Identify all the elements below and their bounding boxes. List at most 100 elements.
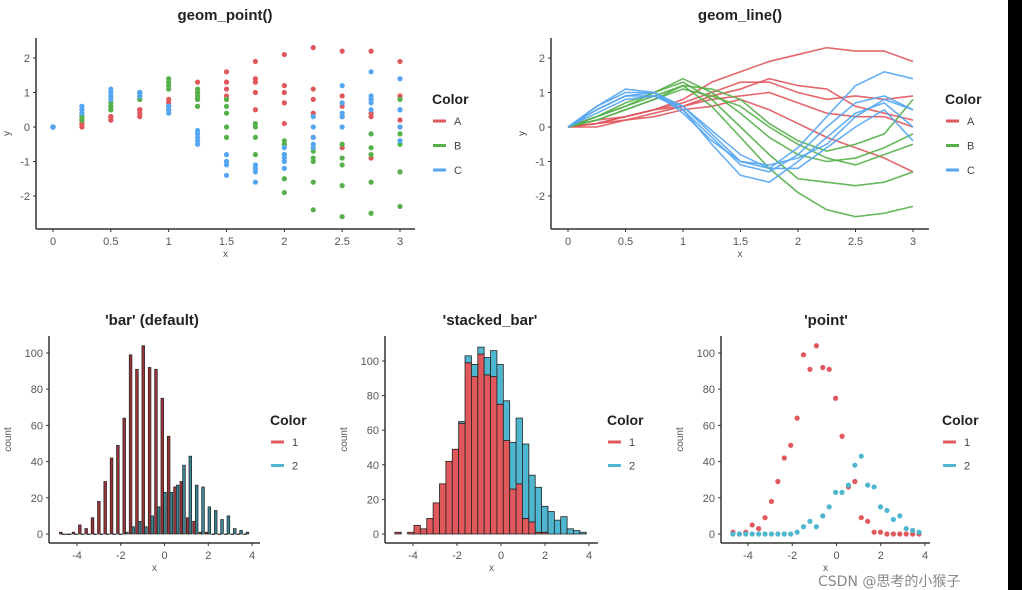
bar-2 <box>534 486 542 533</box>
point-1 <box>858 515 864 521</box>
bar-2 <box>579 531 587 535</box>
point-A <box>339 93 345 99</box>
bar-1 <box>502 440 511 535</box>
point-A <box>79 124 85 130</box>
legend-label-A: A <box>967 116 975 128</box>
point-2 <box>743 531 749 537</box>
x-tick-label: 0 <box>161 550 167 562</box>
point-C <box>339 114 345 120</box>
point-C <box>252 165 259 171</box>
bar-1 <box>509 488 517 535</box>
point-2 <box>807 518 813 524</box>
bar-1 <box>205 531 209 535</box>
point-C <box>368 96 374 102</box>
y-tick-label: -2 <box>535 191 545 203</box>
y-tick-label: 2 <box>24 53 30 65</box>
point-B <box>397 96 403 102</box>
point-B <box>339 141 345 147</box>
bar-2 <box>74 533 78 535</box>
point-C <box>137 93 143 99</box>
bar-1 <box>217 533 222 535</box>
bar-2 <box>239 530 243 535</box>
point-C <box>339 83 345 89</box>
point-B <box>252 152 259 158</box>
bar-2 <box>464 355 472 364</box>
bar-2 <box>131 526 135 535</box>
bar-2 <box>182 464 186 535</box>
bar-2 <box>490 350 498 377</box>
bar-2 <box>553 519 562 535</box>
bar-2 <box>471 364 479 377</box>
x-tick-label: 2 <box>878 550 884 562</box>
point-1 <box>762 515 768 521</box>
point-B <box>223 134 230 140</box>
bar-1 <box>458 422 466 535</box>
point-A <box>281 89 287 96</box>
x-tick-label: 2.5 <box>848 236 863 248</box>
x-tick-label: -4 <box>743 550 753 562</box>
point-1 <box>775 478 781 485</box>
x-axis-label: x <box>823 563 828 574</box>
point-B <box>339 183 345 189</box>
point-B <box>397 131 403 137</box>
point-A <box>137 114 143 120</box>
bar-2 <box>226 515 231 535</box>
point-C <box>194 138 201 144</box>
bar-1 <box>426 518 434 535</box>
bar-2 <box>515 417 523 485</box>
legend-title: Color <box>607 412 644 428</box>
bar-1 <box>515 483 523 535</box>
bar-1 <box>224 533 228 535</box>
bar-2 <box>522 443 530 519</box>
point-C <box>397 76 403 82</box>
chart-title: geom_line() <box>698 7 782 24</box>
legend-label-1: 1 <box>629 437 635 449</box>
bar-2 <box>207 506 212 535</box>
point-1 <box>865 518 871 524</box>
point-2 <box>890 516 896 523</box>
point-A <box>108 117 114 123</box>
point-2 <box>775 531 781 537</box>
bar-2 <box>573 530 581 535</box>
point-2 <box>916 529 922 535</box>
bar-1 <box>59 531 63 535</box>
point-C <box>368 107 374 113</box>
bar-2 <box>245 531 250 535</box>
y-tick-label: 100 <box>361 356 379 368</box>
bar-1 <box>432 502 440 535</box>
bar-1 <box>211 533 215 535</box>
point-2 <box>845 482 852 488</box>
x-axis-label: x <box>152 563 157 574</box>
bar-2 <box>483 357 491 376</box>
legend-label-C: C <box>967 165 975 177</box>
point-B <box>310 155 316 161</box>
y-tick-label: 20 <box>31 493 43 505</box>
y-tick-label: 20 <box>703 493 715 505</box>
point-A <box>368 114 374 120</box>
point-B <box>368 179 374 185</box>
chart-title: 'point' <box>804 312 848 329</box>
point-B <box>223 124 230 130</box>
point-A <box>223 79 230 85</box>
point-B <box>397 203 403 209</box>
point-1 <box>820 364 826 371</box>
bar-2 <box>496 364 504 405</box>
point-2 <box>762 531 768 537</box>
point-A <box>310 45 316 51</box>
point-2 <box>839 489 845 495</box>
point-1 <box>807 366 813 372</box>
bar-1 <box>103 481 107 535</box>
bar-1 <box>141 345 145 535</box>
bar-1 <box>97 501 101 535</box>
point-2 <box>794 529 800 535</box>
x-tick-label: 2.5 <box>335 236 350 248</box>
bar-2 <box>560 516 568 535</box>
bar-1 <box>230 533 234 535</box>
point-B <box>252 124 259 130</box>
bar-1 <box>445 460 453 535</box>
x-tick-label: 4 <box>922 550 928 562</box>
bar-1 <box>439 483 447 535</box>
point-B <box>397 169 403 175</box>
point-2 <box>781 531 787 537</box>
point-B <box>223 110 230 116</box>
